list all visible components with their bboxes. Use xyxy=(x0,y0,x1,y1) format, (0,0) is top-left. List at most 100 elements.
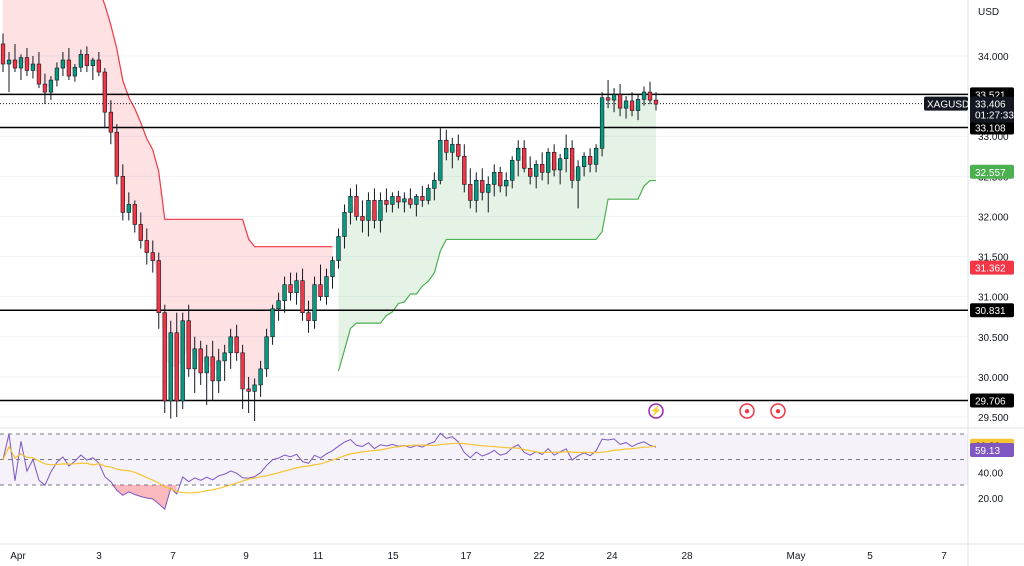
candle xyxy=(78,49,84,73)
rsi-tick-label: 40.00 xyxy=(978,468,1003,479)
candle-body xyxy=(534,164,539,177)
symbol-tag-bg xyxy=(924,96,968,111)
candle-body xyxy=(300,280,305,314)
price-level-bg xyxy=(970,260,1014,275)
candle xyxy=(48,76,54,101)
time-tick-label: 11 xyxy=(313,551,324,562)
candle xyxy=(408,188,413,209)
candle xyxy=(623,96,629,119)
time-tick-label: 3 xyxy=(96,551,102,562)
candle xyxy=(12,43,18,73)
us-flag-event-icon: ● xyxy=(770,403,786,419)
currency-label: USD xyxy=(978,7,999,18)
candle-body xyxy=(414,196,419,205)
price-level-bg xyxy=(970,393,1014,408)
candle-body xyxy=(270,308,275,338)
candle-body xyxy=(216,360,221,382)
candle xyxy=(246,376,251,413)
earnings-event-icon-glyph: ⚡ xyxy=(650,404,662,417)
candle xyxy=(372,188,377,229)
candle xyxy=(647,81,653,105)
candle-body xyxy=(474,180,479,201)
candle-body xyxy=(192,348,197,370)
candle-body xyxy=(540,164,545,173)
price-level-label: 29.706 xyxy=(970,393,1014,408)
candle xyxy=(617,84,623,117)
candle xyxy=(480,168,485,201)
symbol-tag-text: XAGUSD xyxy=(927,100,969,111)
candle xyxy=(102,68,108,129)
price-level-label: 31.362 xyxy=(970,260,1014,275)
price-tick-label: 31.000 xyxy=(978,293,1009,304)
supertrend-layer xyxy=(3,0,656,391)
candle xyxy=(240,344,245,409)
price-tick-label: 30.500 xyxy=(978,333,1009,344)
candle-body xyxy=(563,147,569,159)
candle-body xyxy=(6,59,12,65)
us-flag-event-icon: ● xyxy=(739,403,755,419)
candle-body xyxy=(66,59,72,77)
rsi-ma-line xyxy=(2,442,657,494)
candle-body xyxy=(108,111,113,133)
candle-body xyxy=(30,63,36,71)
candle-body xyxy=(84,54,90,66)
candle-body xyxy=(581,155,587,168)
candle xyxy=(156,252,161,329)
candle xyxy=(198,340,203,385)
candle-body xyxy=(276,300,281,309)
candle xyxy=(150,240,155,273)
candle xyxy=(414,193,419,217)
candle-body xyxy=(426,188,431,201)
candle xyxy=(432,172,437,201)
candle-body xyxy=(258,368,263,386)
candle xyxy=(210,340,215,401)
price-level-bg xyxy=(970,120,1014,135)
supertrend-line-down xyxy=(102,0,333,248)
candle-body xyxy=(138,224,143,241)
time-tick-label: 9 xyxy=(243,551,249,562)
candle xyxy=(294,272,299,305)
time-tick-label: 15 xyxy=(387,551,399,562)
candle xyxy=(384,188,389,213)
supertrend-line-up xyxy=(337,179,656,372)
candle xyxy=(438,128,443,185)
candle xyxy=(84,46,90,73)
candle-body xyxy=(432,180,437,189)
candle-body xyxy=(204,356,209,374)
price-tick-label: 33.000 xyxy=(978,132,1009,143)
candle-body xyxy=(312,284,317,322)
candle-body xyxy=(348,196,353,213)
candle-body xyxy=(569,147,575,181)
candle-body xyxy=(468,184,473,201)
candle xyxy=(587,148,593,173)
candle xyxy=(126,192,131,221)
candle-body xyxy=(240,352,245,390)
candle-body xyxy=(246,388,251,392)
candle-body xyxy=(336,236,341,261)
price-level-text: 30.831 xyxy=(975,306,1006,317)
candle xyxy=(522,140,527,173)
time-tick-label: 7 xyxy=(941,551,947,562)
candle-body xyxy=(390,196,395,205)
earnings-event-icon-ring xyxy=(648,403,664,419)
candle xyxy=(366,192,371,237)
candle xyxy=(390,192,395,213)
time-tick-label: Apr xyxy=(10,551,26,562)
candle xyxy=(342,204,347,249)
rsi-value-bg xyxy=(970,442,1014,457)
candle xyxy=(426,184,431,205)
candle-body xyxy=(90,59,96,66)
candle xyxy=(450,137,455,169)
candle-body xyxy=(12,59,18,69)
candle xyxy=(641,86,647,106)
candle-body xyxy=(378,200,383,221)
time-axis[interactable]: Apr 3 7 9 11 15 17 22 24 28 May 5 7 xyxy=(10,551,947,562)
candle xyxy=(593,144,599,173)
candle-body xyxy=(486,184,491,193)
supertrend-fill-down xyxy=(3,0,333,391)
candle-body xyxy=(252,384,257,392)
candle-body xyxy=(54,67,60,81)
candle xyxy=(420,185,425,207)
candle-body xyxy=(480,180,485,193)
